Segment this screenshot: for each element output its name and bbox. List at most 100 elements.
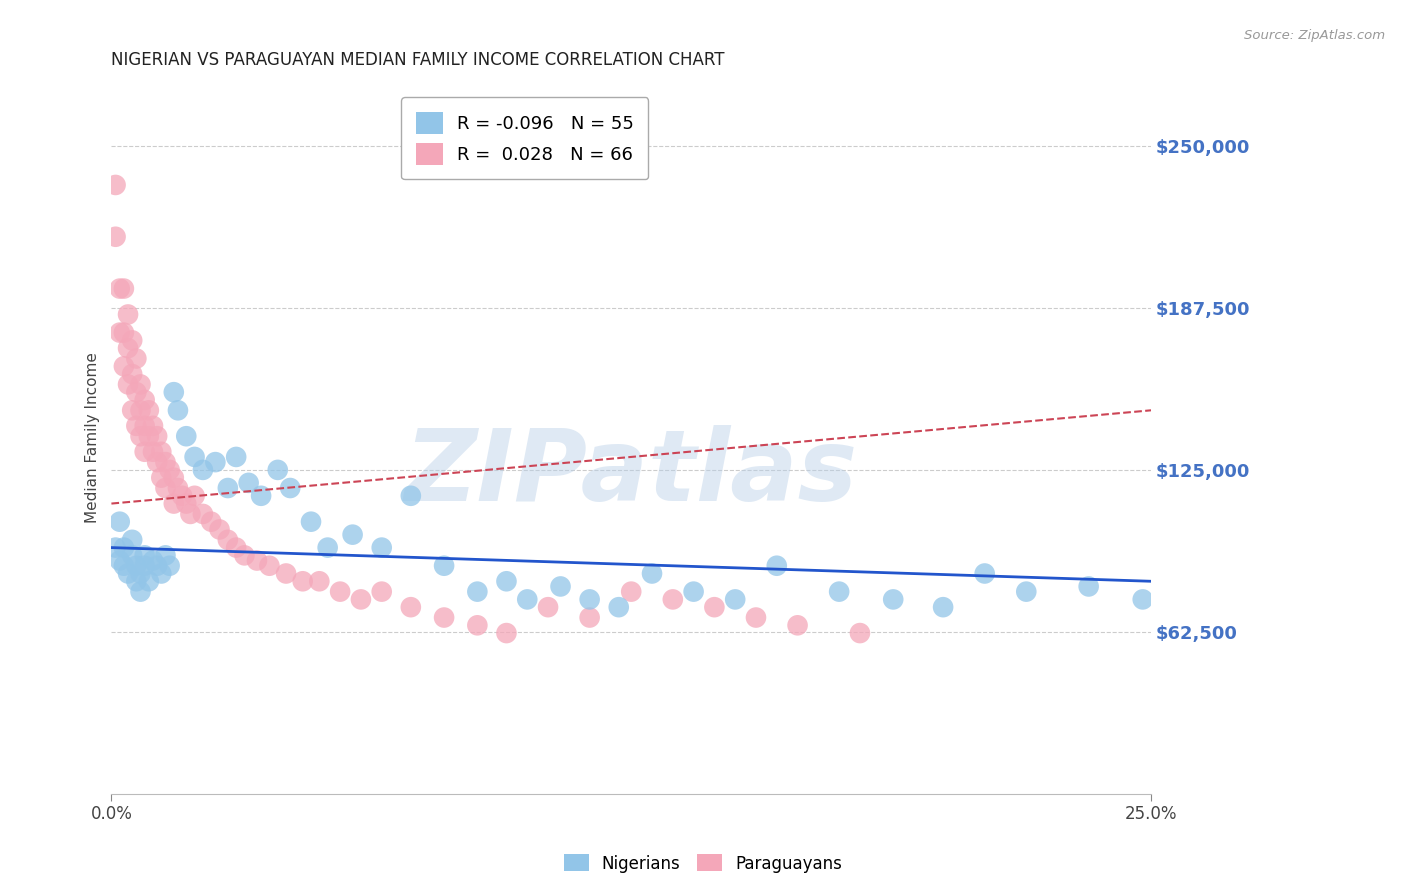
Point bbox=[159, 558, 181, 573]
Point bbox=[121, 403, 143, 417]
Point bbox=[159, 463, 181, 477]
Text: NIGERIAN VS PARAGUAYAN MEDIAN FAMILY INCOME CORRELATION CHART: NIGERIAN VS PARAGUAYAN MEDIAN FAMILY INC… bbox=[111, 51, 725, 69]
Point bbox=[138, 429, 160, 443]
Point bbox=[163, 497, 186, 511]
Point bbox=[121, 334, 143, 348]
Point bbox=[516, 592, 538, 607]
Point bbox=[163, 385, 186, 400]
Point bbox=[183, 450, 205, 464]
Point bbox=[121, 533, 143, 547]
Point bbox=[117, 341, 139, 355]
Point bbox=[724, 592, 747, 607]
Point bbox=[179, 507, 201, 521]
Point bbox=[278, 481, 301, 495]
Point bbox=[267, 463, 290, 477]
Point bbox=[134, 558, 156, 573]
Point bbox=[259, 558, 281, 573]
Point bbox=[163, 470, 186, 484]
Point bbox=[121, 549, 143, 563]
Point bbox=[370, 584, 392, 599]
Point bbox=[329, 584, 352, 599]
Point bbox=[129, 403, 152, 417]
Point bbox=[342, 527, 364, 541]
Point bbox=[112, 282, 135, 296]
Point bbox=[399, 600, 422, 615]
Point bbox=[641, 566, 664, 581]
Point bbox=[786, 618, 808, 632]
Point bbox=[225, 450, 247, 464]
Point bbox=[433, 610, 456, 624]
Point bbox=[117, 566, 139, 581]
Point bbox=[882, 592, 904, 607]
Point bbox=[495, 626, 517, 640]
Point bbox=[108, 553, 131, 567]
Legend: R = -0.096   N = 55, R =  0.028   N = 66: R = -0.096 N = 55, R = 0.028 N = 66 bbox=[401, 97, 648, 179]
Point bbox=[108, 515, 131, 529]
Point bbox=[316, 541, 339, 555]
Point bbox=[467, 584, 489, 599]
Point bbox=[108, 326, 131, 340]
Point bbox=[291, 574, 314, 589]
Point bbox=[1132, 592, 1154, 607]
Point bbox=[191, 507, 214, 521]
Point bbox=[167, 481, 190, 495]
Point bbox=[117, 308, 139, 322]
Point bbox=[250, 489, 273, 503]
Point bbox=[745, 610, 768, 624]
Point bbox=[703, 600, 725, 615]
Point bbox=[112, 359, 135, 374]
Point bbox=[134, 418, 156, 433]
Point bbox=[104, 229, 127, 244]
Point bbox=[125, 351, 148, 366]
Point bbox=[146, 558, 169, 573]
Point bbox=[537, 600, 560, 615]
Point bbox=[134, 549, 156, 563]
Point bbox=[1015, 584, 1038, 599]
Point bbox=[142, 444, 165, 458]
Point bbox=[550, 579, 572, 593]
Point bbox=[607, 600, 630, 615]
Point bbox=[155, 549, 177, 563]
Point bbox=[146, 455, 169, 469]
Point bbox=[578, 592, 600, 607]
Point bbox=[350, 592, 373, 607]
Point bbox=[578, 610, 600, 624]
Point bbox=[138, 403, 160, 417]
Point bbox=[662, 592, 685, 607]
Text: Source: ZipAtlas.com: Source: ZipAtlas.com bbox=[1244, 29, 1385, 42]
Point bbox=[104, 178, 127, 192]
Point bbox=[765, 558, 787, 573]
Point bbox=[174, 497, 197, 511]
Legend: Nigerians, Paraguayans: Nigerians, Paraguayans bbox=[557, 847, 849, 880]
Point bbox=[849, 626, 872, 640]
Point bbox=[134, 392, 156, 407]
Point bbox=[191, 463, 214, 477]
Point bbox=[467, 618, 489, 632]
Point bbox=[150, 470, 173, 484]
Point bbox=[370, 541, 392, 555]
Point bbox=[495, 574, 517, 589]
Point bbox=[150, 444, 173, 458]
Point bbox=[308, 574, 330, 589]
Point bbox=[172, 489, 194, 503]
Point bbox=[225, 541, 247, 555]
Point bbox=[274, 566, 297, 581]
Point bbox=[125, 558, 148, 573]
Point bbox=[208, 523, 231, 537]
Point bbox=[121, 367, 143, 381]
Point bbox=[1077, 579, 1099, 593]
Point bbox=[238, 475, 260, 490]
Point bbox=[146, 429, 169, 443]
Point bbox=[117, 377, 139, 392]
Point bbox=[204, 455, 226, 469]
Point bbox=[167, 403, 190, 417]
Point bbox=[129, 377, 152, 392]
Point bbox=[200, 515, 222, 529]
Point bbox=[433, 558, 456, 573]
Point bbox=[155, 455, 177, 469]
Point bbox=[150, 566, 173, 581]
Point bbox=[104, 541, 127, 555]
Point bbox=[125, 385, 148, 400]
Point bbox=[129, 584, 152, 599]
Point bbox=[174, 429, 197, 443]
